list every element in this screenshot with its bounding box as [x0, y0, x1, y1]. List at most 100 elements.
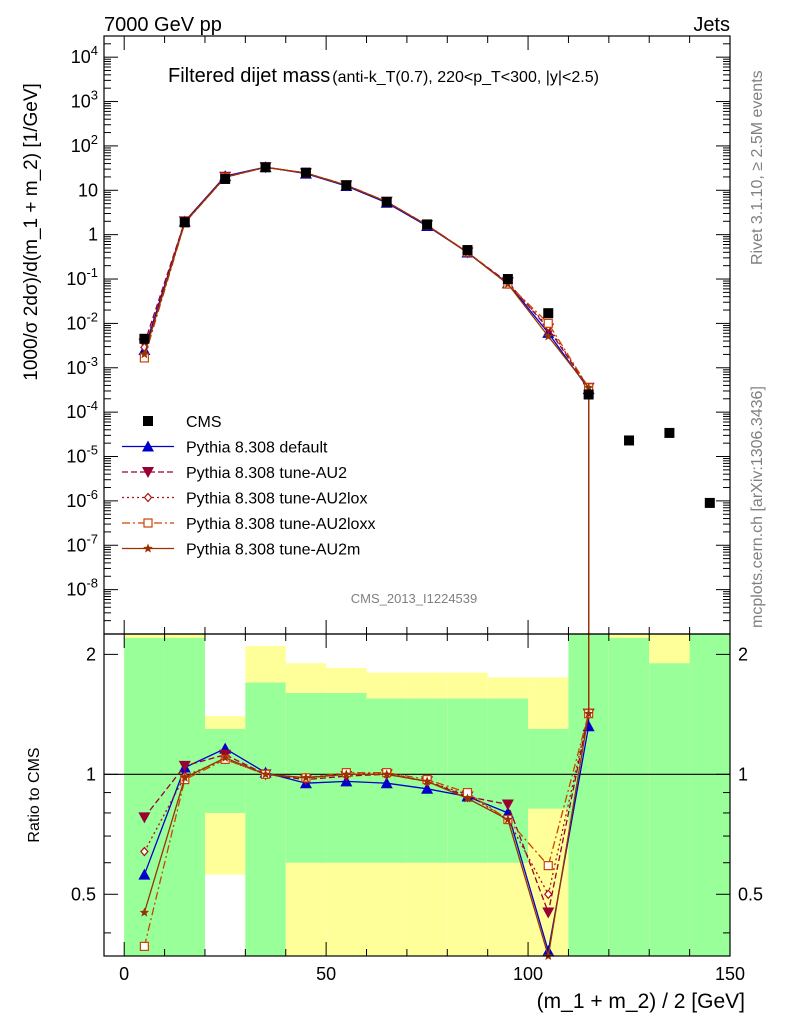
axes: 10-810-710-610-510-410-310-210-111010210… — [66, 35, 763, 984]
band-inner-bin — [608, 637, 650, 956]
y-tick-label: 102 — [71, 132, 98, 156]
y-tick-label: 10-6 — [66, 487, 98, 511]
y-tick-label-exp: -3 — [86, 354, 98, 369]
cms-point — [704, 497, 715, 508]
y-tick-label: 10-3 — [66, 354, 98, 378]
ratio-point-au2m — [301, 772, 311, 782]
band-inner-bin — [164, 637, 205, 956]
main-plot — [138, 161, 715, 634]
analysis-watermark: CMS_2013_I1224539 — [351, 591, 478, 606]
legend-marker-au2 — [142, 467, 154, 478]
main-line-au2lox — [143, 166, 590, 389]
ratio-point-au2 — [542, 907, 555, 919]
cms-point — [260, 162, 271, 173]
legend-marker-au2m — [143, 543, 153, 553]
cms-point — [300, 167, 311, 178]
y-tick-label: 10 — [78, 180, 98, 200]
main-line-au2 — [143, 166, 590, 389]
cms-point — [583, 389, 594, 400]
band-inner-bin — [204, 728, 246, 813]
header-right: Jets — [693, 14, 730, 36]
cms-point — [179, 217, 190, 228]
y-tick-label-exp: -8 — [86, 576, 98, 591]
y-tick-label-base: 10 — [71, 136, 91, 156]
main-point-au2m — [139, 349, 150, 359]
x-axis-label: (m_1 + m_2) / 2 [GeV] — [537, 990, 745, 1013]
y-tick-label: 10-8 — [66, 576, 98, 600]
cms-point — [502, 274, 513, 285]
ratio-point-au2m — [220, 752, 230, 762]
y-tick-label: 10-5 — [66, 443, 98, 467]
band-inner-bin — [689, 634, 730, 956]
y-tick-label-base: 10 — [66, 358, 86, 378]
ratio-line-default — [143, 726, 590, 952]
y-tick-label: 1 — [88, 225, 98, 245]
ratio-line-au2loxx — [143, 713, 590, 947]
y-tick-label-exp: 2 — [91, 132, 98, 147]
legend-label-au2loxx: Pythia 8.308 tune-AU2loxx — [186, 516, 375, 533]
ratio-point-au2m — [341, 769, 352, 779]
y-tick-label-base: 10 — [71, 47, 91, 67]
cms-point — [462, 245, 473, 256]
y-tick-label-exp: -5 — [86, 443, 98, 458]
band-inner-bin — [528, 728, 569, 809]
y-tick-label-exp: -1 — [86, 265, 98, 280]
ratio-tick-label-right: 2 — [738, 644, 748, 664]
ratio-y-axis-label: Ratio to CMS — [26, 747, 43, 842]
y-tick-label-base: 10 — [66, 447, 86, 467]
y-tick-label-base: 10 — [66, 402, 86, 422]
y-tick-label-exp: -6 — [86, 487, 98, 502]
cms-point — [624, 435, 635, 446]
ratio-tick-label-right: 0.5 — [738, 884, 763, 904]
ratio-line-au2 — [143, 713, 590, 915]
ratio-point-au2m — [382, 769, 392, 779]
main-line-au2loxx — [143, 166, 590, 389]
ratio-bands — [104, 634, 730, 956]
legend-label-au2lox: Pythia 8.308 tune-AU2lox — [186, 491, 367, 508]
band-inner-bin — [649, 663, 690, 956]
ratio-point-au2m — [180, 772, 190, 782]
y-tick-label: 103 — [71, 88, 98, 112]
legend-label-default: Pythia 8.308 default — [186, 440, 328, 457]
legend-marker-au2lox — [143, 492, 153, 503]
cms-point — [422, 219, 433, 230]
band-inner-bin — [447, 698, 488, 863]
ratio-point-default — [542, 945, 555, 957]
ratio-point-au2 — [138, 812, 151, 824]
ratio-point-au2lox — [543, 889, 553, 900]
ratio-point-au2 — [178, 760, 191, 772]
ratio-plot — [138, 634, 595, 960]
legend-marker-default — [142, 440, 154, 452]
y-tick-label: 10-7 — [66, 531, 98, 555]
x-tick-label: 100 — [513, 964, 543, 984]
cms-point — [381, 196, 392, 207]
main-line-au2m — [143, 166, 590, 389]
y-tick-label-base: 10 — [66, 269, 86, 289]
main-line-default — [143, 166, 590, 390]
y-tick-label: 10-2 — [66, 309, 98, 333]
y-tick-label-base: 10 — [66, 491, 86, 511]
ratio-point-au2m — [462, 793, 473, 803]
header-left: 7000 GeV pp — [104, 14, 222, 36]
y-tick-label-exp: -7 — [86, 531, 98, 546]
ratio-point-au2m — [583, 708, 594, 718]
y-tick-label-base: 10 — [66, 535, 86, 555]
legend: CMS Pythia 8.308 default Pythia 8.308 tune… — [122, 414, 375, 559]
band-inner-bin — [245, 682, 286, 956]
y-tick-label-base: 10 — [66, 580, 86, 600]
cms-point — [139, 333, 150, 344]
cms-point — [341, 180, 352, 191]
ratio-point-au2m — [139, 907, 150, 917]
ratio-point-au2m — [503, 814, 513, 824]
ratio-point-au2m — [260, 769, 271, 779]
y-tick-label-exp: 3 — [91, 88, 98, 103]
y-tick-label: 10-1 — [66, 265, 98, 289]
legend-marker-au2loxx — [143, 518, 153, 528]
ratio-point-au2loxx — [139, 941, 149, 951]
y-tick-label-base: 10 — [66, 313, 86, 333]
y-tick-label: 10-4 — [66, 398, 98, 422]
legend-label-au2m: Pythia 8.308 tune-AU2m — [186, 542, 360, 559]
legend-label-cms: CMS — [186, 414, 222, 431]
mcplots-label: mcplots.cern.ch [arXiv:1306.3436] — [749, 386, 766, 628]
